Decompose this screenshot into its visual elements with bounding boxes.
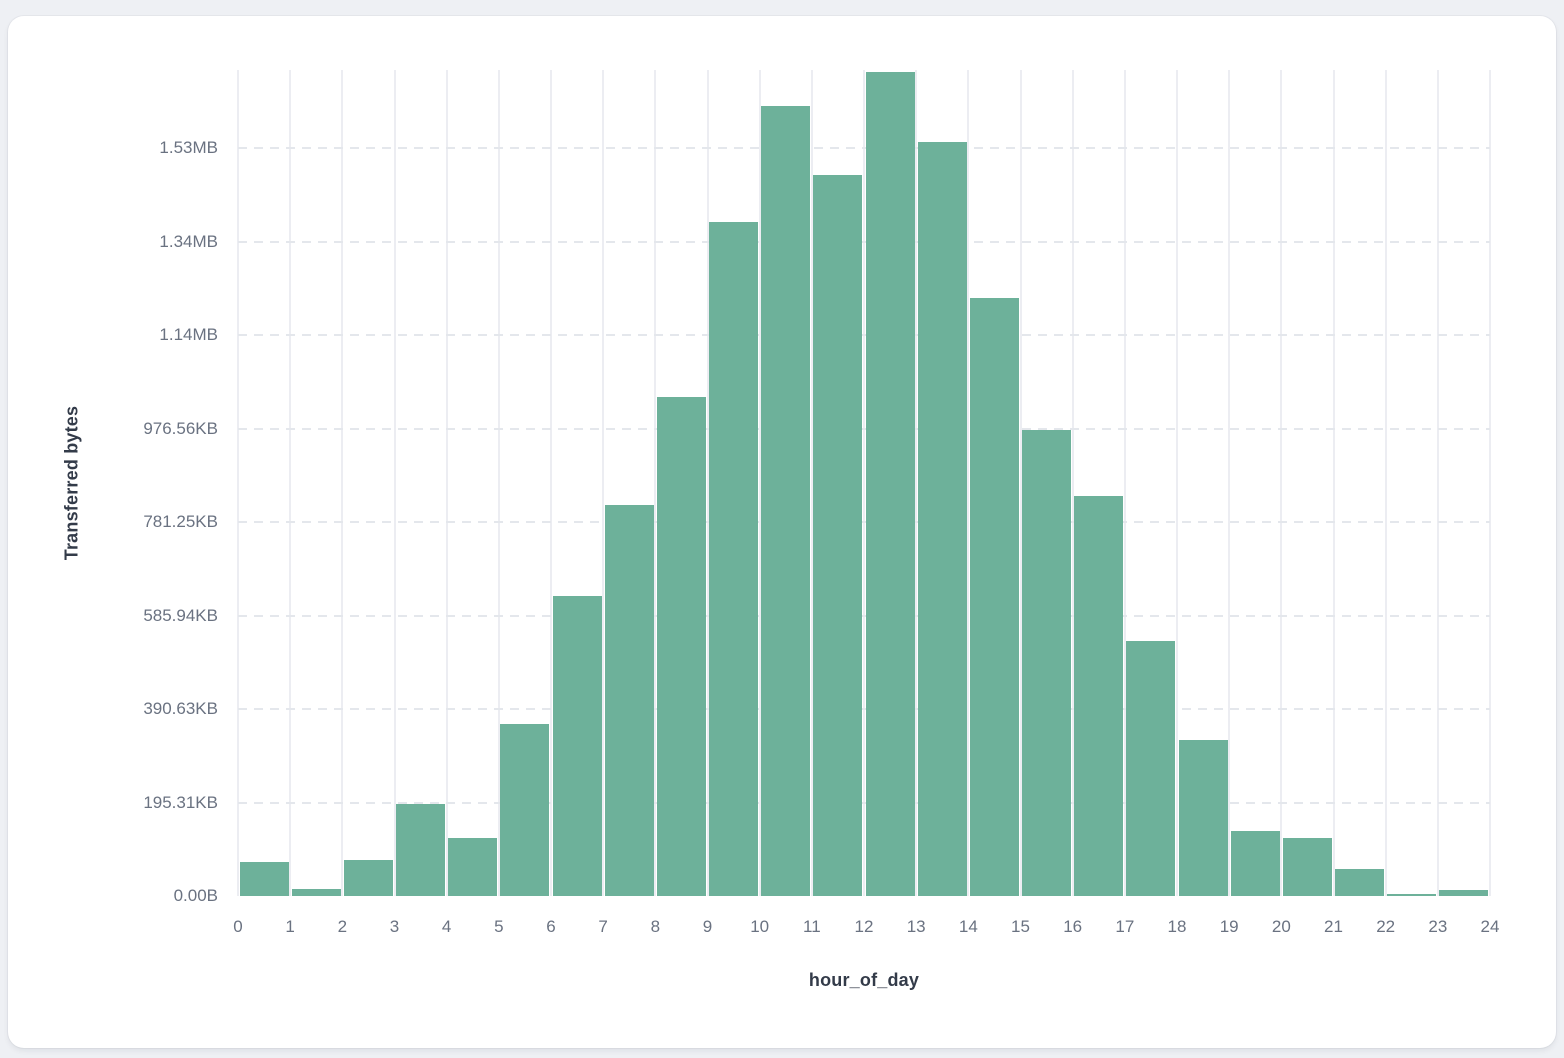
- histogram-bar[interactable]: [1387, 894, 1437, 896]
- histogram-bar[interactable]: [396, 804, 446, 896]
- y-tick-label: 390.63KB: [143, 699, 218, 719]
- x-tick-label: 11: [803, 917, 821, 936]
- grid-line-vertical: [1384, 70, 1387, 896]
- x-tick-label: 18: [1167, 917, 1187, 936]
- histogram-bar[interactable]: [1230, 830, 1280, 896]
- histogram-bar[interactable]: [1439, 889, 1489, 896]
- grid-line-vertical: [289, 70, 292, 896]
- y-tick-label: 1.14MB: [159, 325, 218, 345]
- y-axis-tick-labels: 0.00B 195.31KB 390.63KB 585.94KB 781.25KB 976…: [8, 70, 218, 905]
- x-tick-label: 24: [1480, 917, 1500, 936]
- x-tick-label: 17: [1115, 917, 1135, 936]
- grid-line-vertical: [237, 70, 239, 896]
- grid-line-vertical: [341, 70, 344, 896]
- x-tick-label: 1: [285, 917, 295, 936]
- histogram-bar[interactable]: [552, 596, 602, 896]
- x-tick-label: 6: [546, 917, 556, 936]
- x-tick-label: 2: [337, 917, 348, 936]
- x-tick-label: 19: [1219, 917, 1239, 936]
- grid-line-vertical: [393, 70, 396, 896]
- grid-line-vertical: [1176, 70, 1178, 896]
- y-tick-label: 1.34MB: [159, 231, 218, 251]
- y-tick-label: 976.56KB: [143, 418, 218, 438]
- histogram-bar[interactable]: [917, 141, 967, 896]
- grid-line-horizontal: [238, 708, 1490, 711]
- histogram-bar[interactable]: [1282, 837, 1332, 896]
- histogram-bar[interactable]: [813, 174, 863, 896]
- x-tick-label: 7: [598, 917, 608, 936]
- grid-line-vertical: [1228, 70, 1231, 896]
- x-tick-label: 20: [1271, 917, 1291, 936]
- grid-line-vertical: [445, 70, 448, 896]
- grid-line-horizontal: [238, 521, 1490, 524]
- x-tick-label: 12: [854, 917, 874, 936]
- x-tick-label: 3: [389, 917, 400, 936]
- grid-line-vertical: [1436, 70, 1439, 896]
- grid-line-vertical: [602, 70, 605, 896]
- x-tick-label: 4: [441, 917, 452, 936]
- y-tick-label: 585.94KB: [143, 605, 218, 625]
- grid-line-vertical: [1332, 70, 1335, 896]
- histogram-bar[interactable]: [709, 222, 759, 896]
- histogram-bar[interactable]: [343, 859, 393, 896]
- x-tick-label: 9: [702, 917, 713, 936]
- x-tick-label: 21: [1324, 917, 1343, 936]
- grid-line-horizontal: [238, 147, 1490, 150]
- histogram-bar[interactable]: [1022, 430, 1072, 896]
- grid-line-vertical: [1280, 70, 1283, 896]
- grid-line-vertical: [967, 70, 970, 896]
- chart-card: Transferred bytes 0.00B 195.31KB 390.63KB 5…: [8, 16, 1556, 1048]
- histogram-bar[interactable]: [656, 397, 706, 896]
- histogram-bar[interactable]: [1126, 640, 1176, 896]
- histogram-bar[interactable]: [865, 71, 915, 896]
- grid-line-vertical: [654, 70, 657, 896]
- histogram-bar[interactable]: [1074, 496, 1124, 896]
- grid-line-horizontal: [238, 240, 1490, 243]
- grid-line-vertical: [1123, 70, 1126, 896]
- y-tick-label: 781.25KB: [143, 512, 218, 532]
- grid-line-vertical: [497, 70, 500, 896]
- x-tick-label: 13: [906, 917, 926, 936]
- x-tick-label: 0: [233, 917, 243, 936]
- plot-area: [237, 70, 1491, 896]
- x-tick-label: 16: [1063, 917, 1083, 936]
- grid-line-vertical: [810, 70, 813, 896]
- histogram-bar[interactable]: [761, 106, 811, 896]
- grid-line-vertical: [915, 70, 918, 896]
- y-tick-label: 195.31KB: [143, 792, 218, 812]
- grid-line-vertical: [863, 70, 865, 896]
- grid-line-vertical: [758, 70, 761, 896]
- grid-line-vertical: [550, 70, 552, 896]
- y-tick-label: 0.00B: [173, 886, 218, 905]
- x-tick-label: 8: [650, 917, 661, 936]
- histogram-bar[interactable]: [1178, 739, 1228, 896]
- grid-line-horizontal: [238, 427, 1490, 430]
- x-tick-label: 14: [958, 917, 978, 936]
- x-tick-label: 22: [1376, 917, 1396, 936]
- histogram-bar[interactable]: [291, 889, 341, 896]
- x-tick-label: 15: [1011, 917, 1030, 936]
- grid-line-horizontal: [238, 801, 1490, 804]
- histogram-bar[interactable]: [448, 837, 498, 896]
- histogram-bar[interactable]: [500, 723, 550, 896]
- y-tick-label: 1.53MB: [159, 138, 218, 158]
- histogram-bar[interactable]: [969, 298, 1019, 896]
- grid-line-horizontal: [238, 614, 1490, 617]
- x-axis-title: hour_of_day: [808, 970, 920, 990]
- grid-line-vertical: [1019, 70, 1022, 896]
- histogram-bar[interactable]: [604, 505, 654, 896]
- x-tick-label: 23: [1428, 917, 1448, 936]
- x-tick-label: 10: [750, 917, 770, 936]
- histogram-bar[interactable]: [1335, 869, 1385, 896]
- grid-line-vertical: [706, 70, 709, 896]
- x-tick-label: 5: [494, 917, 504, 936]
- grid-line-vertical: [1071, 70, 1074, 896]
- histogram-bar[interactable]: [239, 862, 289, 896]
- grid-line-horizontal: [238, 334, 1490, 337]
- x-axis-tick-labels: 0 1 2 3 4 5 6 7 8 9 10 11 12 13 14 15 16 17 18 19 20 21 22 23 24: [233, 917, 1499, 939]
- grid-line-vertical: [1489, 70, 1491, 896]
